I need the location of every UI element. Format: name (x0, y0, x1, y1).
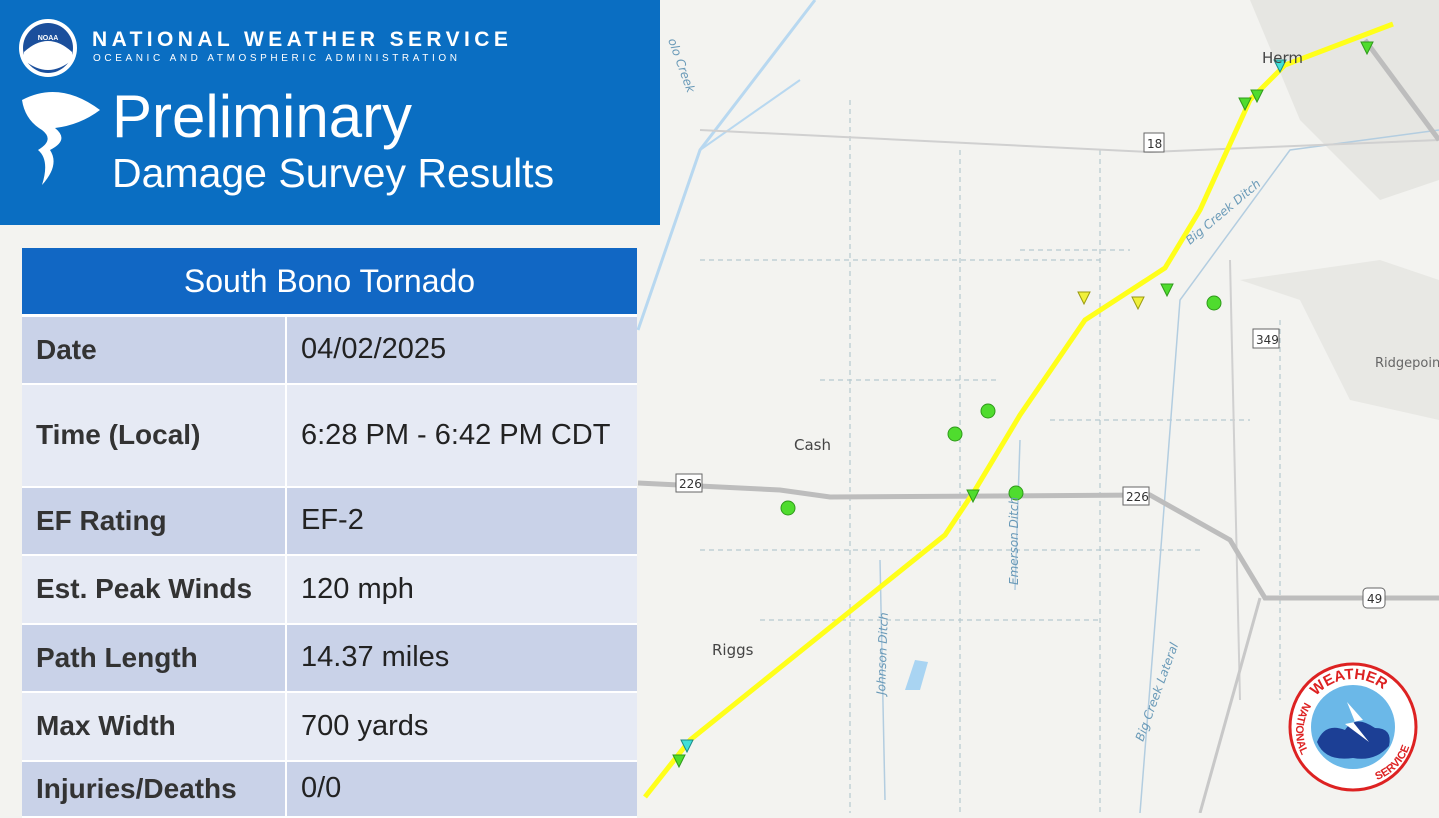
field-label: Injuries/Deaths (22, 760, 287, 818)
subagency: OCEANIC AND ATMOSPHERIC ADMINISTRATION (93, 53, 461, 64)
table-header: South Bono Tornado (22, 248, 637, 317)
tornado-track (643, 21, 1394, 799)
terrain (1250, 0, 1439, 200)
header: NOAA NATIONAL WEATHER SERVICE OCEANIC AN… (0, 0, 660, 225)
header-graphics: NOAA (19, 19, 100, 185)
field-label: Est. Peak Winds (22, 554, 287, 625)
summary-table: South Bono Tornado Date 04/02/2025 Time (L… (22, 248, 637, 818)
field-value: 14.37 miles (286, 623, 637, 693)
subtitle: Damage Survey Results (112, 150, 555, 196)
noaa-text: NOAA (38, 35, 59, 42)
road-label: 226 (1126, 490, 1149, 504)
damage-points (672, 41, 1374, 769)
title: Preliminary (112, 83, 413, 150)
field-value: EF-2 (286, 486, 637, 556)
field-label: EF Rating (22, 486, 287, 556)
field-value: 04/02/2025 (286, 315, 637, 385)
pond (905, 660, 928, 690)
road-label: 226 (679, 477, 702, 491)
terrain (1240, 260, 1439, 420)
road-label: 18 (1147, 137, 1162, 151)
field-value: 0/0 (286, 760, 637, 818)
labels: Cash Riggs Herm Ridgepoint (712, 49, 1439, 659)
logo-cloud (1317, 721, 1390, 759)
table-row: Injuries/Deaths 0/0 (22, 760, 637, 818)
place-label: Herm (1262, 49, 1303, 67)
field-label: Time (Local) (22, 383, 287, 488)
field-label: Date (22, 315, 287, 385)
table-row: EF Rating EF-2 (22, 486, 637, 556)
table-row: Time (Local) 6:28 PM - 6:42 PM CDT (22, 383, 637, 488)
place-label: Ridgepoint (1375, 356, 1439, 371)
tornado-icon (22, 92, 100, 185)
place-label: Riggs (712, 641, 754, 659)
road-label: 349 (1256, 333, 1279, 347)
field-value: 700 yards (286, 691, 637, 762)
water-label: Emerson Ditch (1007, 497, 1021, 585)
table-row: Est. Peak Winds 120 mph (22, 554, 637, 625)
table-row: Date 04/02/2025 (22, 315, 637, 385)
field-label: Max Width (22, 691, 287, 762)
damage-points (680, 59, 1287, 754)
logo-bolt (1345, 702, 1369, 742)
highway (637, 480, 1439, 601)
agency: NATIONAL WEATHER SERVICE (92, 28, 513, 51)
water-label: Johnson Ditch (874, 612, 891, 697)
noaa-bird (24, 41, 72, 70)
place-label: Cash (794, 436, 831, 454)
damage-points (1077, 291, 1145, 311)
field-value: 6:28 PM - 6:42 PM CDT (286, 383, 637, 488)
field-value: 120 mph (286, 554, 637, 625)
nws-logo: WEATHER NATIONAL SERVICE (1288, 662, 1418, 792)
road (1198, 597, 1262, 813)
field-label: Path Length (22, 623, 287, 693)
highway (1362, 38, 1439, 142)
road-label: 49 (1367, 592, 1382, 606)
road-shields: 18 349 226 226 49 (675, 132, 1386, 609)
minor-roads (700, 100, 1281, 813)
table-title: South Bono Tornado (22, 248, 637, 317)
road (1229, 259, 1241, 701)
river (699, 79, 801, 151)
table-row: Max Width 700 yards (22, 691, 637, 762)
table-row: Path Length 14.37 miles (22, 623, 637, 693)
